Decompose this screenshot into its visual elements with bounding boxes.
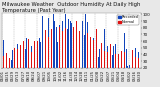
Bar [50,38,51,81]
Bar [17,44,18,81]
Bar [135,48,136,81]
Bar [22,43,23,81]
Bar [3,40,4,81]
Bar [34,47,35,81]
Bar [98,57,99,81]
Bar [95,43,96,81]
Bar [101,71,102,81]
Text: Milwaukee Weather  Outdoor Humidity At Daily High Temperature (Past Year): Milwaukee Weather Outdoor Humidity At Da… [2,2,140,13]
Bar [104,29,105,81]
Bar [39,38,40,81]
Bar [132,62,133,81]
Bar [48,18,49,81]
Bar [67,29,68,81]
Bar [32,45,33,81]
Bar [82,21,83,81]
Bar [136,68,137,81]
Bar [138,52,139,81]
Bar [93,38,94,81]
Bar [29,45,30,81]
Bar [121,54,122,81]
Bar [110,50,111,81]
Bar [20,46,21,81]
Bar [14,53,15,81]
Bar [11,60,12,81]
Bar [37,43,38,81]
Bar [60,25,61,81]
Bar [31,46,32,81]
Bar [70,21,71,81]
Bar [107,46,108,81]
Bar [40,42,41,81]
Bar [57,42,58,81]
Bar [75,42,76,81]
Bar [118,59,119,81]
Bar [124,33,125,81]
Bar [129,65,130,81]
Bar [126,49,127,81]
Bar [54,21,55,81]
Bar [79,45,80,81]
Bar [12,50,13,81]
Bar [68,19,69,81]
Bar [76,39,77,81]
Legend: Recorded, Normal: Recorded, Normal [117,15,139,25]
Bar [62,21,63,81]
Bar [116,44,117,81]
Bar [96,35,97,81]
Bar [6,61,7,81]
Bar [115,44,116,81]
Bar [4,40,5,81]
Bar [90,42,91,81]
Bar [9,70,10,81]
Bar [87,22,88,81]
Bar [47,25,48,81]
Bar [113,46,114,81]
Bar [88,42,89,81]
Bar [45,36,46,81]
Bar [85,14,86,81]
Bar [59,25,60,81]
Bar [65,14,66,81]
Bar [73,37,74,81]
Bar [42,16,43,81]
Bar [123,54,124,81]
Bar [19,58,20,81]
